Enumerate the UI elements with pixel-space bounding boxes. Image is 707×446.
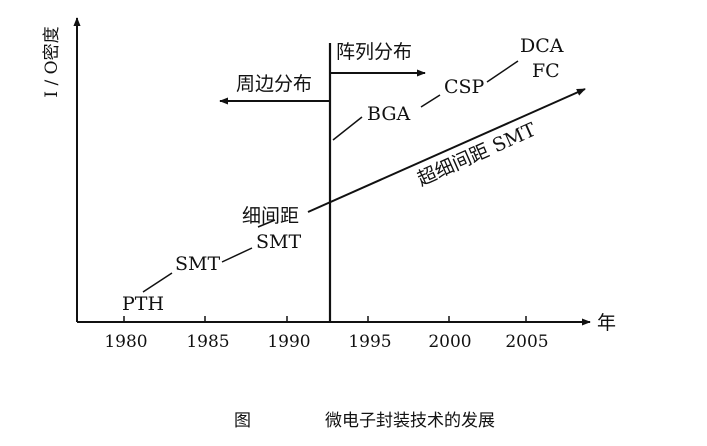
figure-caption: 图 微电子封装技术的发展 xyxy=(234,411,495,431)
peripheral-label: 周边分布 xyxy=(236,73,312,95)
x-axis-title: 年 xyxy=(597,312,616,334)
stage-label-dca: DCA xyxy=(520,35,564,57)
connector-pth-smt xyxy=(142,272,173,293)
y-axis-title: I / O密度 xyxy=(42,26,62,97)
array-label: 阵列分布 xyxy=(336,41,412,63)
connector-smt-smt xyxy=(221,247,253,263)
tick-label-2000: 2000 xyxy=(428,332,471,352)
ultra-fine-smt-arrow xyxy=(307,88,586,213)
connector-csp-fc xyxy=(486,60,519,83)
stage-label-fine-pitch: 细间距 xyxy=(242,205,299,227)
x-tick-labels: 1980 1985 1990 1995 2000 2005 xyxy=(104,332,548,352)
tick-label-1985: 1985 xyxy=(186,332,229,352)
tick-label-1980: 1980 xyxy=(104,332,147,352)
stage-label-smt-2: SMT xyxy=(256,231,301,253)
tick-label-1995: 1995 xyxy=(348,332,391,352)
x-axis-ticks xyxy=(123,316,527,322)
stage-label-pth: PTH xyxy=(122,293,164,315)
stage-label-fc: FC xyxy=(532,60,560,82)
ultra-fine-smt-label: 超细间距 SMT xyxy=(414,119,539,191)
connector-smt-finepitch xyxy=(257,219,276,228)
connector-bga-csp xyxy=(420,94,441,108)
caption-prefix: 图 xyxy=(234,411,251,431)
tick-label-2005: 2005 xyxy=(505,332,548,352)
tick-label-1990: 1990 xyxy=(267,332,310,352)
axes: 1980 1985 1990 1995 2000 2005 年 I / O密度 xyxy=(42,17,616,352)
caption-title: 微电子封装技术的发展 xyxy=(325,411,495,431)
stage-label-smt-1: SMT xyxy=(175,253,220,275)
stage-label-bga: BGA xyxy=(367,103,410,125)
connector-divider-bga xyxy=(332,116,363,141)
stage-label-csp: CSP xyxy=(444,76,485,98)
